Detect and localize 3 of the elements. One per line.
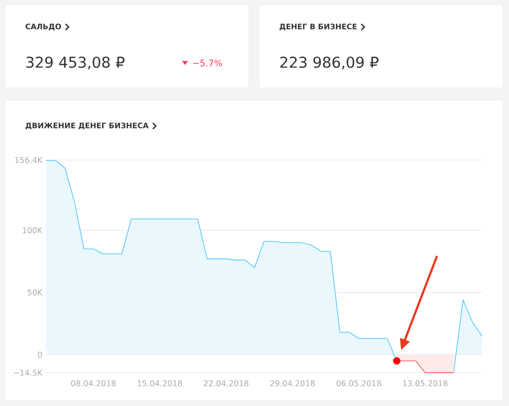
text: 223 986,09 ₽ — [280, 56, 378, 70]
text: 329 453,08 ₽ — [26, 56, 124, 70]
text: −5.7% — [193, 60, 222, 66]
